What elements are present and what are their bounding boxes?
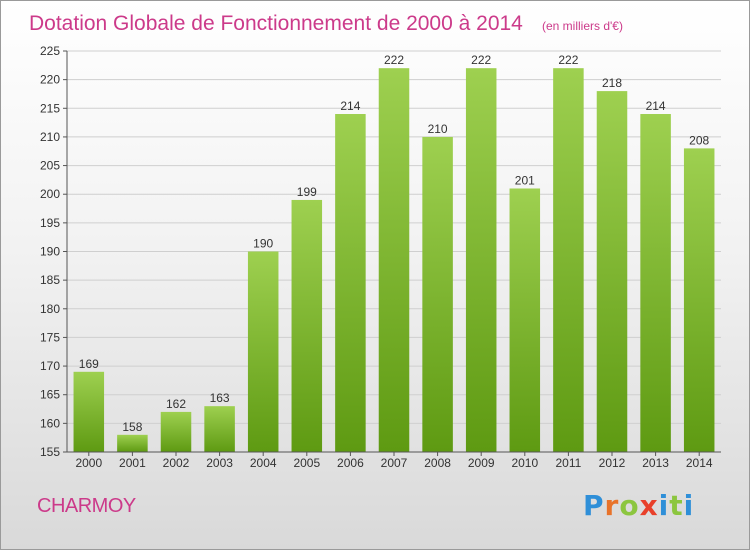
y-tick-label: 175 xyxy=(40,330,60,344)
bar xyxy=(640,114,671,452)
logo-letter: t xyxy=(669,489,684,522)
bar-value-label: 199 xyxy=(297,185,317,199)
x-tick-label: 2006 xyxy=(337,456,364,470)
bar xyxy=(596,91,628,452)
logo-letter: x xyxy=(639,489,659,522)
commune-name: CHARMOY xyxy=(37,495,136,517)
bar xyxy=(422,136,453,452)
bar-value-label: 158 xyxy=(122,420,142,434)
x-tick-label: 2011 xyxy=(555,456,581,470)
y-tick-label: 195 xyxy=(40,216,60,230)
x-tick-label: 2000 xyxy=(75,456,102,470)
bar xyxy=(291,199,323,452)
y-tick-label: 180 xyxy=(40,302,60,316)
y-tick-label: 205 xyxy=(40,159,60,173)
x-tick-label: 2007 xyxy=(381,456,408,470)
bar xyxy=(204,406,235,452)
bar xyxy=(73,371,105,452)
y-axis: 155 160 165 170 175 180 185 190 195 200 205 210 215 2… xyxy=(40,44,68,459)
bar xyxy=(465,68,497,452)
proxiti-logo[interactable]: Proxiti xyxy=(583,489,694,522)
y-tick-label: 215 xyxy=(40,101,60,115)
logo-letter: r xyxy=(604,489,620,522)
bar-value-label: 162 xyxy=(166,397,186,411)
bar xyxy=(378,68,410,452)
bar xyxy=(160,411,192,452)
bar xyxy=(509,188,541,452)
chart-title: Dotation Globale de Fonctionnement de 20… xyxy=(29,12,523,35)
y-tick-label: 190 xyxy=(40,245,60,259)
x-axis: 2000 2001 2002 2003 2004 2005 2006 2007 2008 2009… xyxy=(67,451,721,470)
x-tick-label: 2009 xyxy=(468,456,495,470)
y-tick-label: 170 xyxy=(40,359,60,373)
bars: 169 158 162 163 190 199 214 222 210 222 201 222 218 2… xyxy=(73,53,715,452)
bar-value-label: 201 xyxy=(515,173,535,187)
logo-letter: P xyxy=(583,489,605,522)
bar-value-label: 163 xyxy=(210,391,230,405)
bar xyxy=(117,434,148,452)
y-tick-label: 155 xyxy=(40,445,60,459)
y-tick-label: 160 xyxy=(40,416,60,430)
x-tick-label: 2014 xyxy=(686,456,713,470)
bar-value-label: 218 xyxy=(602,76,622,90)
x-tick-label: 2013 xyxy=(642,456,669,470)
bar-value-label: 222 xyxy=(471,53,491,67)
bar xyxy=(683,148,715,452)
x-tick-label: 2001 xyxy=(119,456,146,470)
bar-value-label: 169 xyxy=(79,357,99,371)
bar-value-label: 210 xyxy=(428,122,448,136)
bar-value-label: 222 xyxy=(558,53,578,67)
chart-subtitle: (en milliers d'€) xyxy=(542,19,623,33)
y-tick-label: 200 xyxy=(40,187,60,201)
x-tick-label: 2002 xyxy=(163,456,190,470)
bar xyxy=(553,68,584,452)
bar-value-label: 190 xyxy=(253,237,273,251)
bar-value-label: 222 xyxy=(384,53,404,67)
x-tick-label: 2004 xyxy=(250,456,277,470)
bar-value-label: 214 xyxy=(340,99,360,113)
logo-letter: i xyxy=(683,489,695,522)
x-tick-label: 2003 xyxy=(206,456,233,470)
y-tick-label: 225 xyxy=(40,44,60,58)
x-tick-label: 2012 xyxy=(599,456,626,470)
x-tick-label: 2010 xyxy=(511,456,538,470)
bar xyxy=(247,251,279,452)
y-tick-label: 210 xyxy=(40,130,60,144)
y-tick-label: 165 xyxy=(40,388,60,402)
y-tick-label: 185 xyxy=(40,273,60,287)
logo-letter: o xyxy=(619,489,640,522)
y-tick-label: 220 xyxy=(40,73,60,87)
bar xyxy=(335,114,366,452)
x-tick-label: 2005 xyxy=(293,456,320,470)
bar-value-label: 208 xyxy=(689,133,709,147)
logo-letter: i xyxy=(658,489,670,522)
x-tick-label: 2008 xyxy=(424,456,451,470)
bar-value-label: 214 xyxy=(646,99,666,113)
